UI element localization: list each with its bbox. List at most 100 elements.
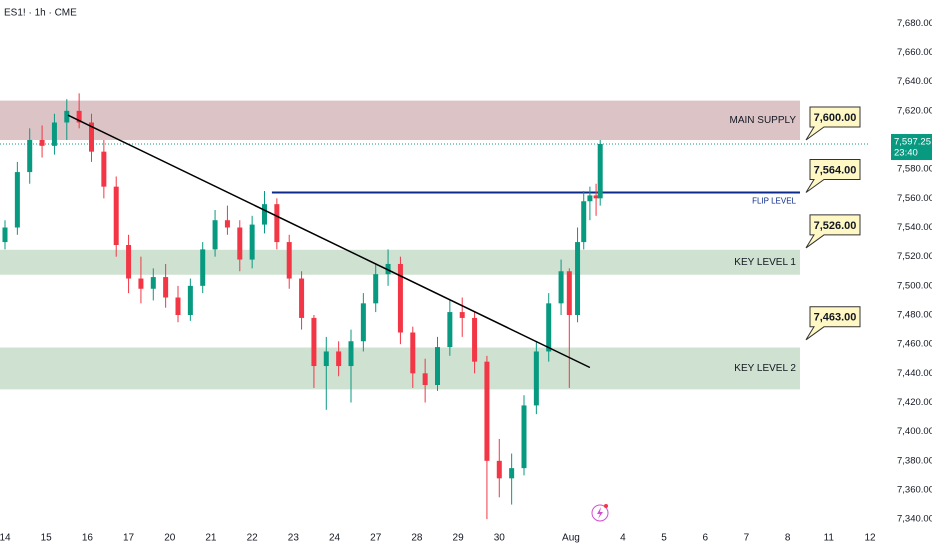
x-tick-label: 15	[41, 533, 53, 544]
x-tick-label: 20	[164, 533, 176, 544]
y-tick-label: 7,540.00	[897, 222, 932, 233]
candle-body	[113, 186, 119, 245]
y-tick-label: 7,620.00	[897, 105, 932, 116]
candle-body	[521, 405, 527, 469]
candle-body	[262, 204, 267, 225]
callout-label: 7,526.00	[814, 220, 857, 232]
y-tick-label: 7,680.00	[897, 18, 932, 29]
y-tick-label: 7,340.00	[897, 514, 932, 525]
x-tick-label: 4	[620, 533, 626, 544]
candle-body	[484, 361, 490, 461]
x-tick-label: 12	[864, 533, 876, 544]
zone	[0, 100, 800, 140]
x-tick-label: 17	[123, 533, 135, 544]
flip-level-label: FLIP LEVEL	[752, 197, 796, 206]
candle-body	[249, 224, 255, 260]
candle-body	[447, 312, 453, 348]
candle-body	[76, 110, 82, 123]
candle-body	[373, 274, 379, 304]
candle-body	[237, 227, 243, 260]
candle-body	[593, 195, 599, 199]
x-tick-label: 22	[247, 533, 259, 544]
candle-body	[126, 245, 132, 279]
candle-body	[150, 277, 156, 289]
candle-body	[299, 278, 305, 318]
candle-body	[410, 332, 416, 374]
x-tick-label: 7	[744, 533, 750, 544]
candle-body	[422, 373, 428, 385]
zone	[0, 347, 800, 390]
candle-body	[459, 312, 465, 318]
chart-title: ES1! · 1h · CME	[4, 8, 77, 19]
candle-body	[336, 351, 342, 367]
countdown: 23:40	[894, 148, 918, 159]
event-icon-dot	[604, 504, 608, 508]
x-tick-label: 8	[785, 533, 791, 544]
candle-body	[212, 220, 218, 250]
callout-box	[805, 159, 861, 193]
candle-body	[187, 285, 193, 315]
y-tick-label: 7,640.00	[897, 76, 932, 87]
x-tick-label: 6	[702, 533, 708, 544]
candle-body	[435, 347, 440, 385]
zone-label: KEY LEVEL 2	[734, 363, 796, 374]
x-tick-label: 30	[494, 533, 506, 544]
candle-body	[587, 195, 593, 202]
candle-body	[509, 468, 515, 479]
candle-body	[546, 303, 552, 352]
event-icon	[591, 504, 609, 522]
candle-body	[597, 144, 603, 199]
candle-body	[175, 297, 181, 315]
callout-box	[805, 306, 861, 341]
candle-body	[323, 351, 329, 367]
zone-label: KEY LEVEL 1	[734, 257, 796, 268]
candle-body	[566, 271, 572, 315]
y-tick-label: 7,380.00	[897, 455, 932, 466]
candle-body	[385, 263, 391, 275]
candle-body	[14, 172, 20, 228]
y-tick-label: 7,420.00	[897, 397, 932, 408]
y-tick-label: 7,480.00	[897, 310, 932, 321]
x-tick-label: 28	[411, 533, 423, 544]
zone-label: MAIN SUPPLY	[730, 115, 797, 126]
event-icon-bolt	[597, 507, 603, 519]
y-tick-label: 7,400.00	[897, 426, 932, 437]
candle-body	[397, 263, 403, 333]
y-tick-label: 7,500.00	[897, 280, 932, 291]
y-tick-label: 7,440.00	[897, 368, 932, 379]
x-tick-label: 29	[453, 533, 465, 544]
y-tick-label: 7,360.00	[897, 485, 932, 496]
x-tick-label: 24	[329, 533, 341, 544]
candle-body	[39, 140, 45, 146]
candle-body	[64, 110, 70, 123]
x-tick-label: 16	[82, 533, 94, 544]
candle-body	[2, 227, 8, 243]
x-tick-label: 21	[205, 533, 217, 544]
candle-body	[533, 351, 539, 406]
y-tick-label: 7,460.00	[897, 339, 932, 350]
x-tick-label: 14	[0, 533, 11, 544]
trendline	[67, 114, 591, 369]
y-tick-label: 7,520.00	[897, 251, 932, 262]
callout-box	[805, 106, 861, 141]
candle-body	[496, 460, 502, 479]
candle-body	[274, 204, 280, 243]
x-tick-label: 11	[824, 533, 835, 544]
candle-body	[558, 271, 564, 304]
y-tick-label: 7,560.00	[897, 193, 932, 204]
candle-body	[27, 140, 33, 173]
candle-body	[311, 317, 317, 367]
candle-body	[89, 122, 94, 152]
callout-label: 7,564.00	[814, 164, 857, 176]
last-price-label: 7,597.25	[894, 137, 931, 148]
candle-body	[200, 249, 206, 286]
x-tick-label: Aug	[562, 533, 580, 544]
x-tick-label: 27	[370, 533, 382, 544]
candle-body	[101, 151, 107, 187]
callout-box	[805, 214, 861, 249]
callout-label: 7,463.00	[814, 312, 857, 324]
candle-body	[472, 317, 478, 362]
y-tick-label: 7,580.00	[897, 164, 932, 175]
x-tick-label: 5	[661, 533, 667, 544]
y-tick-label: 7,660.00	[897, 47, 932, 58]
